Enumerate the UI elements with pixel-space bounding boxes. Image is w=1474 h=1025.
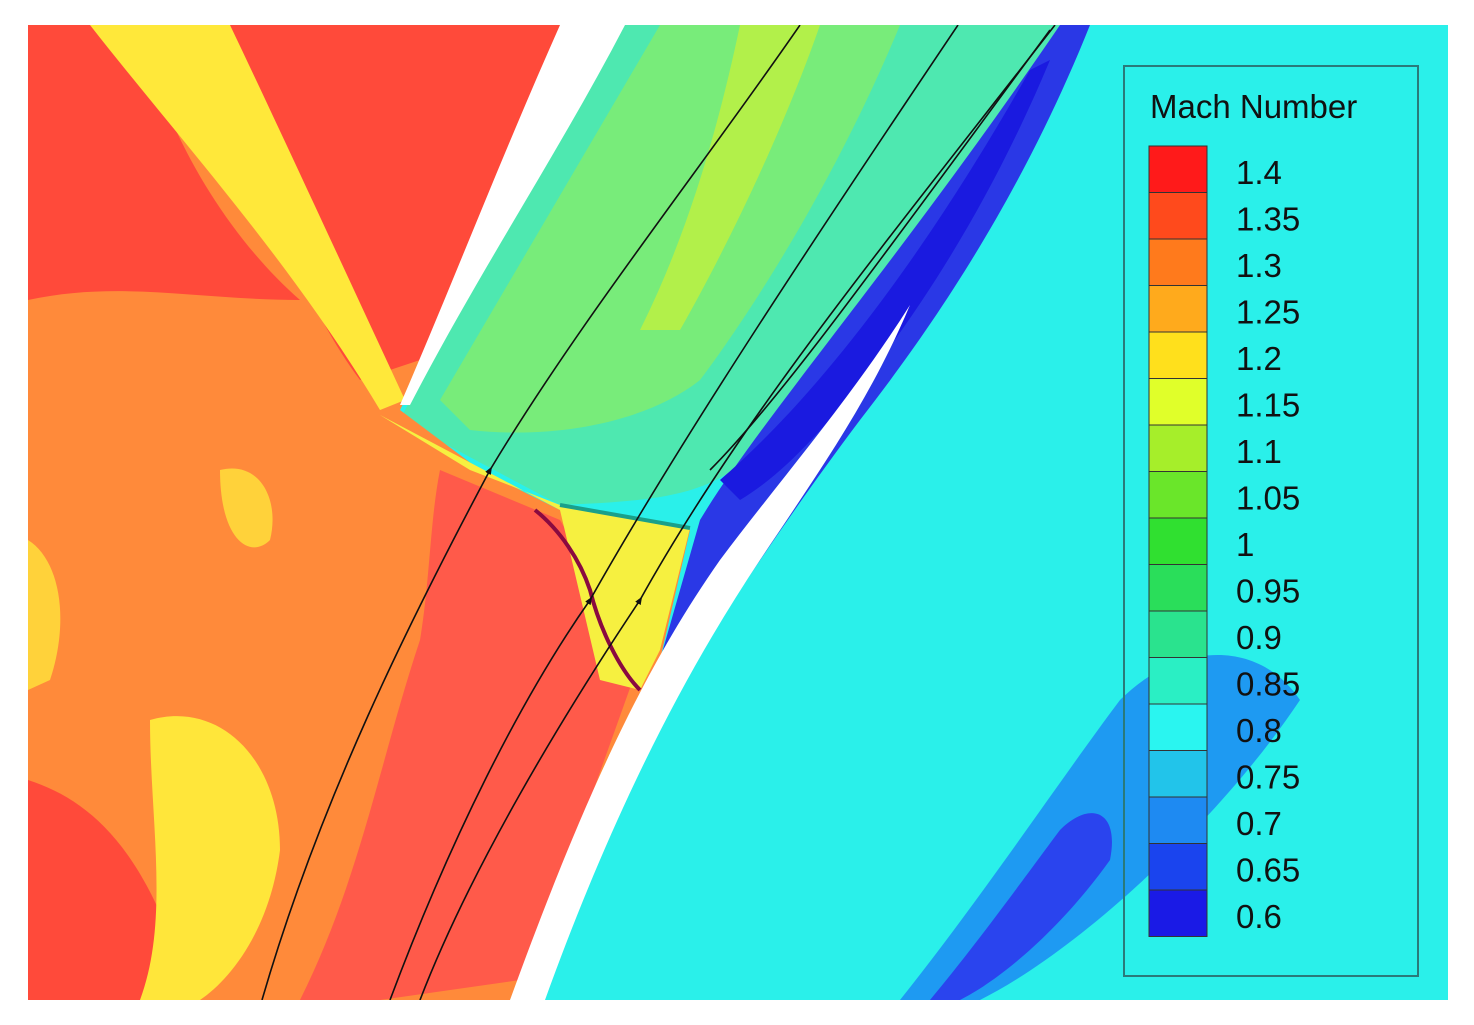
passage-yellowgreen-streak — [640, 25, 820, 330]
legend-label: 0.75 — [1236, 759, 1300, 796]
legend-swatch — [1148, 285, 1208, 333]
legend-label: 1.25 — [1236, 294, 1300, 331]
legend-label: 0.8 — [1236, 712, 1282, 749]
shock-foot-yellow — [380, 415, 690, 690]
low-supersonic-patch-2 — [140, 716, 280, 1000]
legend-label: 1.1 — [1236, 433, 1282, 470]
legend-label: 0.6 — [1236, 898, 1282, 935]
legend-label: 1.15 — [1236, 387, 1300, 424]
streamline-4 — [709, 29, 1051, 471]
shear-plume — [90, 25, 405, 410]
legend-label: 0.85 — [1236, 666, 1300, 703]
mach-number-legend: Mach Number 1.4 1.35 1.3 1.25 1.2 1.15 1.1 1.05… — [1123, 65, 1419, 977]
legend-label: 1.35 — [1236, 201, 1300, 238]
normal-shock-line — [559, 503, 691, 530]
legend-swatch — [1148, 889, 1208, 937]
legend-swatch — [1148, 703, 1208, 751]
legend-swatch — [1148, 750, 1208, 798]
streamlines — [261, 25, 1056, 1000]
legend-label: 1.05 — [1236, 480, 1300, 517]
legend-frame — [1123, 65, 1419, 977]
legend-swatch — [1148, 610, 1208, 658]
wake-dark-band — [930, 813, 1112, 1000]
legend-swatch — [1148, 192, 1208, 240]
legend-swatch — [1148, 657, 1208, 705]
legend-title: Mach Number — [1150, 88, 1357, 125]
legend-label: 1.3 — [1236, 247, 1282, 284]
legend-label: 0.65 — [1236, 852, 1300, 889]
sonic-line — [533, 508, 642, 692]
streamline-2 — [389, 25, 959, 1000]
legend-label: 1.4 — [1236, 154, 1282, 191]
lower-blade — [510, 305, 910, 1000]
legend-swatch — [1148, 238, 1208, 286]
legend-label: 0.95 — [1236, 573, 1300, 610]
high-mach-lower-band — [300, 470, 640, 1000]
high-mach-upper-left — [200, 25, 570, 380]
legend-label: 1 — [1236, 526, 1254, 563]
legend-swatch — [1148, 145, 1208, 193]
legend-label: 0.7 — [1236, 805, 1282, 842]
low-supersonic-patch-1 — [28, 540, 61, 690]
legend-label: 0.9 — [1236, 619, 1282, 656]
high-mach-lower-left — [28, 780, 190, 1000]
legend-swatch — [1148, 564, 1208, 612]
streamline-3 — [419, 25, 1056, 1000]
upper-blade — [400, 25, 625, 405]
separation-core — [720, 60, 1050, 500]
streamline-1 — [261, 25, 801, 1000]
legend-swatch — [1148, 796, 1208, 844]
legend-swatch — [1148, 331, 1208, 379]
high-mach-left-edge — [28, 25, 300, 300]
contour-plot — [28, 25, 1448, 1000]
low-supersonic-patch-3 — [220, 468, 273, 548]
legend-swatches — [1148, 145, 1208, 937]
legend-swatch — [1148, 424, 1208, 472]
legend-label: 1.2 — [1236, 340, 1282, 377]
passage-lightgreen-band — [440, 25, 900, 433]
legend-labels: 1.4 1.35 1.3 1.25 1.2 1.15 1.1 1.05 1 0.95 0.9 0.85… — [1236, 154, 1300, 935]
legend-swatch — [1148, 471, 1208, 519]
legend-swatch — [1148, 378, 1208, 426]
legend-swatch — [1148, 517, 1208, 565]
legend-swatch — [1148, 843, 1208, 891]
